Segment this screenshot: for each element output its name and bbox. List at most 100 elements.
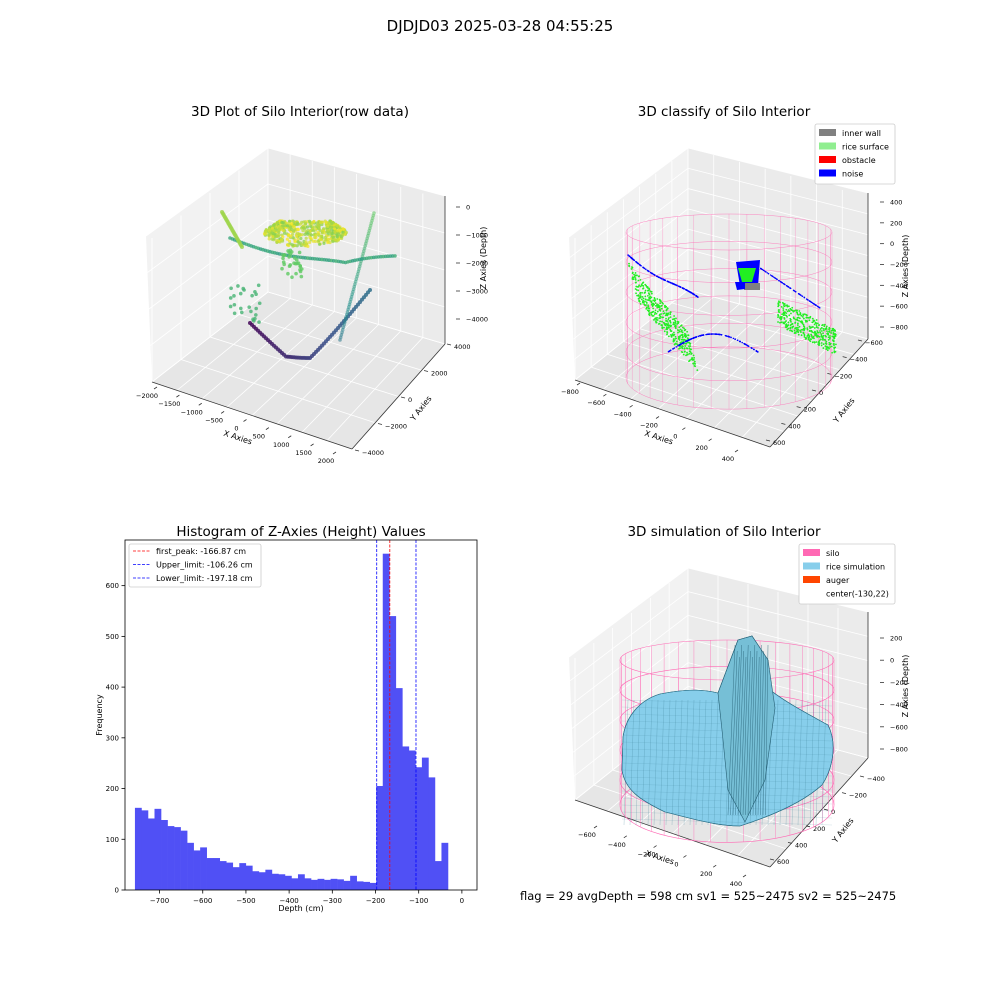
z-tick-label: −2000: [466, 260, 488, 268]
data-point: [639, 285, 642, 288]
data-point: [787, 309, 790, 311]
data-point: [820, 336, 823, 338]
mesh-line: [621, 797, 833, 805]
pile-ridge: [747, 656, 753, 816]
data-point: [779, 301, 781, 304]
floor-grid-x: [602, 296, 714, 390]
data-point: [692, 362, 695, 365]
data-point: [650, 296, 653, 299]
data-point: [816, 330, 819, 332]
data-point: [806, 327, 809, 330]
mesh-line: [815, 699, 821, 826]
left-grid-z: [573, 269, 689, 360]
data-point: [777, 321, 779, 323]
left-pane: [569, 568, 688, 800]
data-point: [323, 235, 327, 240]
data-point: [816, 334, 819, 337]
data-point: [828, 330, 831, 333]
histogram-bar: [258, 872, 266, 890]
data-point: [803, 296, 805, 299]
data-point: [281, 228, 285, 233]
data-point: [762, 269, 765, 272]
data-point: [674, 326, 677, 329]
data-point: [667, 312, 670, 315]
data-point: [781, 313, 783, 316]
histogram-bar: [206, 858, 214, 890]
data-point: [652, 314, 655, 317]
data-point: [236, 284, 240, 288]
data-point: [647, 269, 649, 272]
data-point: [675, 284, 677, 286]
data-point: [307, 219, 312, 223]
data-point: [741, 341, 743, 344]
data-point: [796, 319, 799, 322]
data-point: [642, 299, 645, 302]
back-grid-z: [267, 147, 446, 197]
data-point: [833, 347, 836, 350]
data-point: [644, 300, 646, 303]
data-point: [792, 317, 795, 320]
z-tick-label: 0: [466, 204, 470, 212]
data-point: [823, 325, 826, 328]
y-tick-label: 400: [795, 841, 807, 849]
data-point: [765, 271, 767, 273]
data-point: [828, 341, 831, 344]
data-point: [812, 319, 815, 322]
data-point: [673, 343, 676, 346]
data-point: [274, 225, 278, 229]
data-point: [675, 325, 677, 327]
data-point: [642, 287, 645, 290]
z-tick-label: −800: [890, 746, 908, 754]
data-point: [271, 235, 275, 239]
data-point: [267, 237, 271, 241]
data-point: [669, 320, 672, 323]
legend-swatch: [803, 562, 820, 570]
histogram-bar: [278, 874, 286, 890]
x-tick-label: 0: [673, 433, 677, 441]
pile-ridge: [752, 650, 758, 816]
x-tick: [593, 825, 598, 829]
y-tick: [781, 422, 786, 425]
data-point: [831, 335, 834, 338]
data-point: [683, 332, 686, 335]
data-point: [822, 337, 824, 340]
y-axis-line: [351, 343, 446, 450]
data-point: [808, 336, 810, 339]
data-point: [829, 335, 831, 337]
data-point: [790, 323, 793, 326]
back-grid-z: [687, 147, 869, 194]
floor-grid-y: [180, 359, 376, 424]
data-point: [782, 307, 785, 310]
data-point: [650, 292, 653, 295]
data-point: [781, 321, 783, 324]
data-point: [661, 326, 664, 329]
data-point: [783, 318, 786, 320]
back-grid-z: [687, 638, 869, 686]
data-point: [814, 331, 817, 334]
x-tick-label: 0: [460, 897, 464, 905]
legend-swatch: [803, 576, 820, 583]
data-point: [335, 229, 340, 233]
data-point: [660, 300, 662, 303]
data-point: [780, 305, 783, 308]
legend-entry: Upper_limit: -106.26 cm: [156, 561, 253, 570]
x-tick: [712, 864, 717, 868]
data-point: [684, 328, 687, 331]
data-point: [830, 332, 833, 334]
data-point: [828, 347, 830, 350]
data-point: [786, 310, 789, 313]
back-grid-z: [687, 249, 869, 298]
data-point: [303, 232, 307, 236]
data-point: [681, 351, 684, 354]
data-point: [271, 223, 275, 228]
x-tick-label: −1500: [158, 400, 180, 408]
y-tick: [823, 808, 829, 811]
x-tick-label: 2000: [318, 457, 335, 465]
data-point: [782, 309, 785, 311]
histogram-bar: [161, 820, 168, 890]
data-point: [826, 349, 829, 352]
data-point: [673, 323, 675, 326]
data-point: [640, 283, 643, 286]
data-point: [720, 333, 723, 336]
mesh-line: [797, 699, 803, 826]
